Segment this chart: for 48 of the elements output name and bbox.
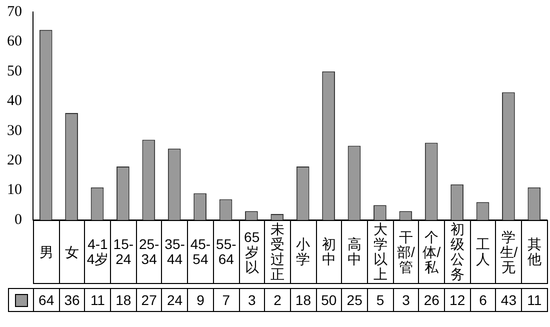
y-tick-label: 20 <box>7 152 22 169</box>
x-tick-label: 高中 <box>342 220 368 284</box>
x-tick-label: 女 <box>59 220 85 284</box>
x-tick-label: 小学 <box>290 220 316 284</box>
data-label: 11 <box>84 288 111 312</box>
x-tick-label: 工人 <box>470 220 496 284</box>
x-tick-label: 15-24 <box>110 220 136 284</box>
x-tick-label: 4-14岁 <box>84 220 111 284</box>
y-tick-label: 40 <box>7 93 22 110</box>
data-label: 11 <box>522 288 548 312</box>
y-tick-label: 50 <box>7 63 22 80</box>
x-tick-label: 个体/私 <box>418 220 444 284</box>
data-label: 36 <box>59 288 85 312</box>
y-tick-label: 10 <box>7 182 22 198</box>
x-tick-label: 男 <box>34 220 60 284</box>
data-label: 64 <box>34 288 60 312</box>
data-label: 50 <box>316 288 342 312</box>
data-label: 2 <box>264 288 290 312</box>
data-label: 27 <box>136 288 162 312</box>
data-label: 3 <box>393 288 419 312</box>
data-label: 3 <box>239 288 265 312</box>
x-tick-label: 25-34 <box>136 220 162 284</box>
x-tick-label: 45-54 <box>188 220 214 284</box>
data-label: 24 <box>162 288 188 312</box>
x-tick-label: 初级公务 <box>444 220 470 284</box>
data-label: 26 <box>418 288 444 312</box>
y-tick-label: 60 <box>7 34 22 50</box>
data-label: 12 <box>444 288 470 312</box>
y-tick-label: 30 <box>7 122 22 139</box>
data-label: 9 <box>188 288 214 312</box>
x-tick-label: 学生/无 <box>496 220 522 284</box>
x-tick-label: 干部/管 <box>393 220 419 284</box>
y-tick-label: 70 <box>7 4 22 20</box>
data-label: 6 <box>470 288 496 312</box>
data-label: 5 <box>367 288 394 312</box>
x-tick-label: 大学以上 <box>367 220 394 284</box>
x-tick-label: 65岁以 <box>239 220 265 284</box>
x-tick-label: 未受过正 <box>264 220 290 284</box>
data-label: 43 <box>496 288 522 312</box>
y-tick-label: 0 <box>14 212 22 228</box>
data-label: 25 <box>342 288 368 312</box>
data-label: 7 <box>213 288 239 312</box>
x-tick-label: 35-44 <box>162 220 188 284</box>
data-label: 18 <box>110 288 136 312</box>
x-tick-label: 其他 <box>522 220 548 284</box>
x-tick-label: 初中 <box>316 220 342 284</box>
x-tick-label: 55-64 <box>213 220 239 284</box>
data-label: 18 <box>290 288 316 312</box>
